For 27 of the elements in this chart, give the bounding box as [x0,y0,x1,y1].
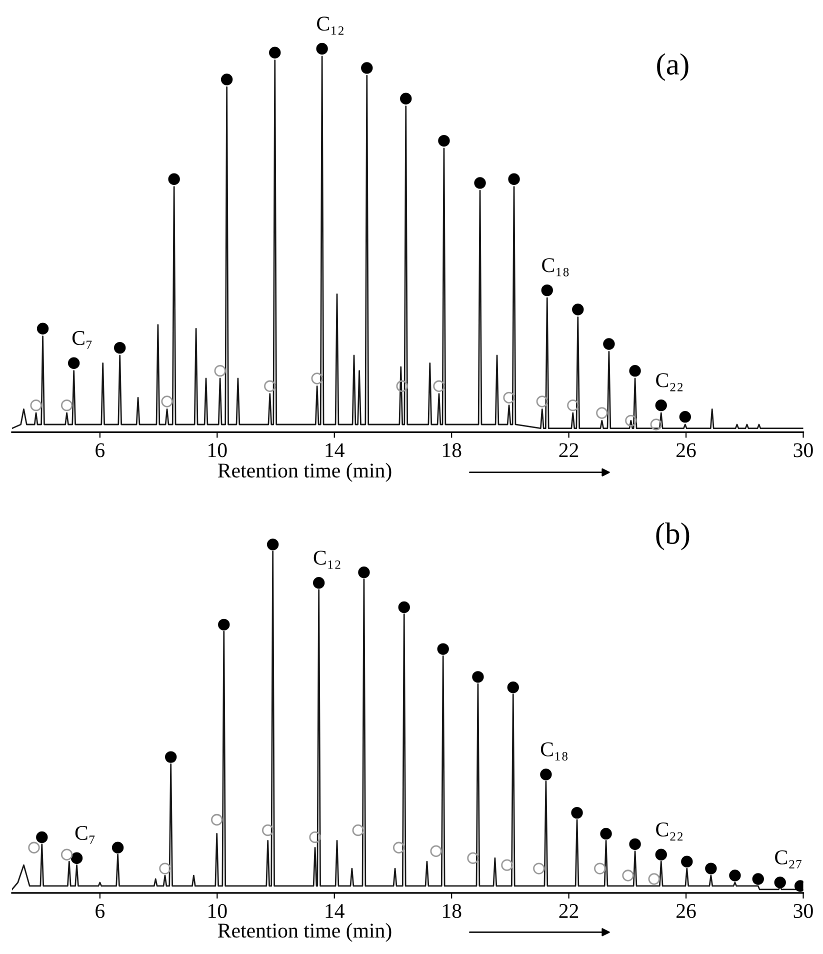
x-tick-label: 22 [559,443,578,458]
x-tick-label: 14 [326,443,344,458]
annotation: C₁₈ [542,258,569,276]
x-tick-label: 30 [794,904,813,918]
x-axis-title: Retention time (min) [218,922,392,942]
x-tick-label: 10 [208,443,227,458]
x-tick-label: 14 [326,904,344,918]
x-tick-label: 26 [676,904,696,918]
x-tick-label: 18 [443,904,462,918]
x-axis-title: Retention time (min) [218,462,392,482]
chart-title: (a) [657,53,688,81]
x-tick-label: 18 [443,443,462,458]
x-tick-label: 22 [559,904,578,918]
annotation: C₁₂ [314,550,340,569]
annotation: C₇ [75,826,95,844]
x-tick-label: 26 [676,443,696,458]
annotation: C₁₈ [540,742,568,760]
annotation: C₂₇ [775,850,802,868]
x-tick-label: 6 [96,443,105,458]
x-tick-label: 30 [794,443,813,458]
chart-title: (b) [656,522,690,550]
x-tick-label: 6 [96,904,105,918]
annotation: C₂₂ [656,822,683,841]
annotation: C₇ [72,331,92,349]
annotation: C₁₂ [317,16,344,35]
annotation: C₂₂ [656,373,683,392]
x-tick-label: 10 [208,904,227,918]
